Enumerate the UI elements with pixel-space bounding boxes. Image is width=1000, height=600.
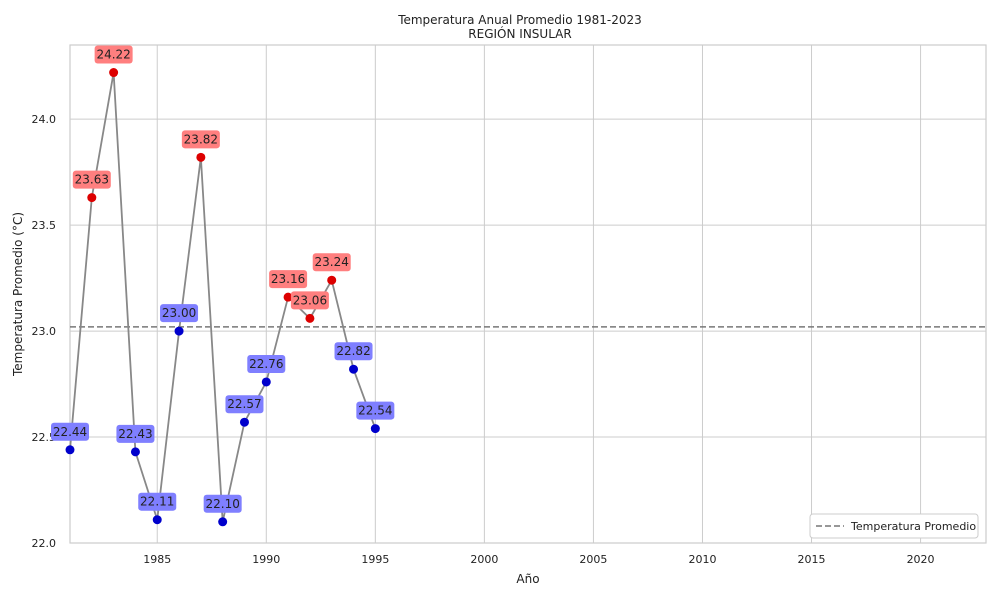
y-tick-label: 23.5 — [32, 219, 57, 232]
chart-title: Temperatura Anual Promedio 1981-2023 — [397, 13, 642, 27]
y-axis-title: Temperatura Promedio (°C) — [11, 212, 25, 377]
data-label: 22.10 — [205, 497, 239, 511]
series-line — [69, 72, 377, 523]
x-tick-label: 2020 — [907, 553, 935, 566]
data-point — [109, 68, 119, 78]
data-label-box — [203, 494, 242, 513]
y-tick-label: 22.5 — [32, 431, 57, 444]
x-tick-label: 2005 — [579, 553, 607, 566]
data-label-box — [247, 354, 286, 373]
data-label: 23.06 — [293, 293, 327, 307]
data-point — [152, 515, 162, 525]
data-label-box — [94, 45, 133, 64]
data-point — [349, 364, 359, 374]
data-point — [65, 445, 75, 455]
data-label-box — [181, 130, 220, 149]
data-point — [87, 193, 97, 203]
data-label: 23.24 — [315, 255, 349, 269]
x-tick-label: 2010 — [688, 553, 716, 566]
grid — [70, 45, 986, 544]
data-label-box — [160, 304, 199, 323]
data-label-box — [51, 422, 89, 441]
y-tick-label: 23.0 — [32, 325, 57, 338]
data-label-box — [269, 270, 308, 289]
data-label-box — [290, 291, 329, 310]
data-label: 23.63 — [75, 173, 109, 187]
data-label: 22.43 — [118, 427, 152, 441]
plot-frame — [69, 44, 987, 544]
data-label-box — [72, 170, 111, 189]
data-label: 22.82 — [336, 344, 370, 358]
legend-label: Temperatura Promedio — [850, 520, 976, 533]
data-label: 23.82 — [184, 132, 218, 146]
x-tick-label: 1995 — [361, 553, 389, 566]
x-axis-title: Año — [516, 572, 539, 586]
data-label-box — [116, 424, 155, 443]
data-label: 22.44 — [53, 425, 87, 439]
data-label: 22.76 — [249, 357, 283, 371]
y-tick-label: 22.0 — [32, 537, 57, 550]
chart-subtitle: REGIÓN INSULAR — [468, 26, 571, 41]
data-point — [305, 313, 315, 323]
axes: 1985 1990 1995 2000 2005 2010 2015 2020 22.0 22.5… — [32, 44, 987, 566]
data-point — [261, 377, 271, 387]
series-group — [65, 68, 380, 527]
data-label-box — [312, 253, 351, 272]
data-point — [283, 292, 293, 302]
data-label-box — [225, 395, 264, 414]
data-label: 22.11 — [140, 495, 174, 509]
data-label-box — [138, 492, 177, 511]
data-label-box — [334, 342, 373, 361]
data-label: 22.54 — [358, 404, 392, 418]
data-point — [130, 447, 140, 457]
data-labels-group: 22.44 23.63 24.22 22.43 22.11 23.00 23.82 22.10… — [51, 45, 395, 513]
data-point — [196, 152, 206, 162]
x-tick-label: 1990 — [252, 553, 280, 566]
x-tick-label: 2000 — [470, 553, 498, 566]
data-point — [370, 424, 380, 434]
legend: Temperatura Promedio — [809, 513, 979, 539]
data-point — [239, 417, 249, 427]
data-label-box — [356, 401, 395, 420]
y-tick-label: 24.0 — [32, 113, 57, 126]
data-point — [327, 275, 337, 285]
data-label: 22.57 — [227, 397, 261, 411]
x-tick-label: 1985 — [143, 553, 171, 566]
data-point — [174, 326, 184, 336]
data-label: 23.00 — [162, 306, 196, 320]
data-label: 23.16 — [271, 272, 305, 286]
data-point — [218, 517, 228, 527]
data-label: 24.22 — [96, 48, 130, 62]
legend-box — [809, 513, 979, 539]
x-tick-label: 2015 — [798, 553, 826, 566]
